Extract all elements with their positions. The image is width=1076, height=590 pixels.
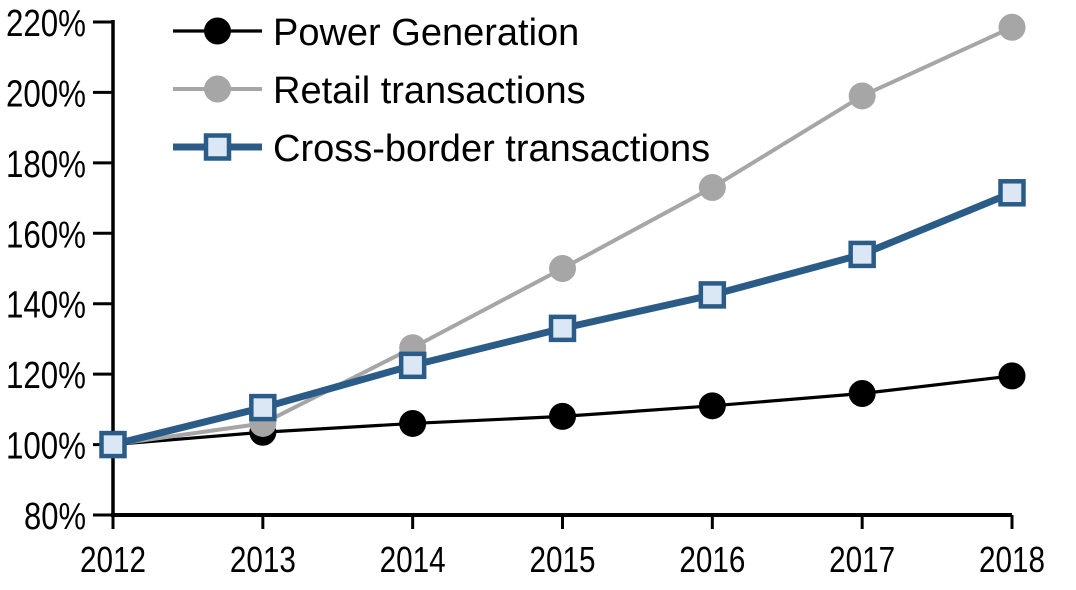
- x-tick-label: 2015: [530, 539, 596, 580]
- data-point-marker: [698, 174, 726, 202]
- y-tick-label: 140%: [6, 285, 86, 327]
- data-point-marker: [549, 255, 576, 282]
- y-tick-label: 80%: [24, 496, 86, 538]
- y-tick-label: 200%: [6, 73, 86, 115]
- data-point-marker: [998, 362, 1026, 390]
- y-tick-label: 160%: [6, 214, 86, 256]
- x-tick-label: 2016: [679, 539, 745, 580]
- data-point-marker: [204, 17, 231, 45]
- legend-label: Power Generation: [273, 12, 579, 54]
- x-tick-label: 2014: [380, 539, 446, 580]
- y-tick-label: 220%: [6, 3, 86, 45]
- data-point-marker: [399, 409, 427, 437]
- data-point-marker: [848, 82, 876, 110]
- data-point-marker: [204, 75, 231, 103]
- x-tick-label: 2012: [80, 539, 146, 580]
- data-point-marker: [549, 402, 576, 430]
- data-point-marker: [998, 179, 1026, 207]
- data-point-marker: [698, 392, 726, 420]
- y-tick-label: 100%: [6, 426, 86, 468]
- data-point-marker: [848, 240, 876, 269]
- legend-label: Retail transactions: [273, 70, 586, 112]
- y-axis: 80% 100% 120% 140% 160% 180% 200% 220%: [6, 3, 113, 538]
- data-point-marker: [698, 281, 727, 309]
- legend-label: Cross-border transactions: [273, 128, 710, 170]
- data-point-marker: [548, 314, 577, 343]
- legend-item-power-generation: Power Generation: [173, 12, 579, 54]
- y-tick-label: 120%: [6, 355, 86, 397]
- data-point-marker: [249, 393, 277, 422]
- data-point-marker: [203, 133, 232, 161]
- series-cross-border-transactions: [99, 179, 1026, 459]
- data-point-marker: [848, 380, 876, 408]
- data-point-marker: [998, 13, 1026, 41]
- legend-item-cross-border-transactions: Cross-border transactions: [173, 128, 710, 170]
- series-retail-transactions: [99, 13, 1026, 459]
- data-point-marker: [99, 430, 127, 459]
- legend: Power Generation Retail transactions Cross…: [173, 12, 710, 170]
- x-tick-label: 2017: [829, 539, 895, 580]
- y-tick-label: 180%: [6, 144, 86, 186]
- x-tick-label: 2018: [979, 539, 1045, 580]
- x-axis: 2012 2013 2014 2015 2016 2017 2018: [80, 515, 1045, 580]
- x-tick-label: 2013: [230, 539, 296, 580]
- data-point-marker: [398, 351, 427, 380]
- legend-item-retail-transactions: Retail transactions: [173, 70, 586, 112]
